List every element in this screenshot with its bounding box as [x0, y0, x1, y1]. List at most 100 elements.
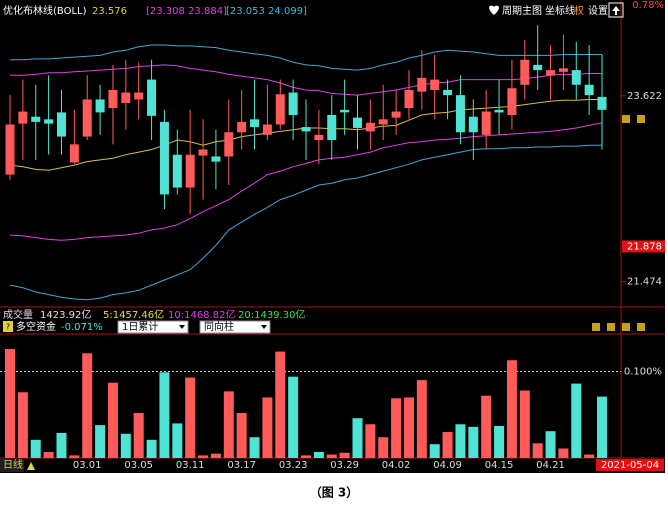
- dropdown[interactable]: [117, 320, 189, 334]
- candle-body: [340, 109, 350, 113]
- candle-body: [584, 84, 594, 96]
- band-line: [9, 144, 602, 301]
- candle-body: [18, 111, 28, 124]
- candle-body: [159, 121, 169, 195]
- candle-body: [314, 134, 324, 141]
- bar: [146, 439, 157, 458]
- candle-body: [404, 89, 414, 109]
- candle-body: [507, 88, 517, 115]
- x-tick-label: 03.29: [330, 460, 359, 471]
- current-value: -0.071%: [61, 322, 103, 333]
- candle-body: [327, 115, 337, 141]
- candle-body: [56, 112, 66, 137]
- bar: [159, 372, 170, 458]
- bar: [403, 397, 414, 458]
- candle-body: [82, 99, 92, 137]
- candle-body: [558, 68, 568, 72]
- candle-body: [468, 116, 478, 133]
- band-line: [10, 64, 602, 96]
- expand-button[interactable]: [608, 2, 624, 18]
- period-label[interactable]: 日线: [3, 458, 23, 471]
- candle-body: [481, 111, 491, 135]
- bar: [69, 455, 80, 458]
- toolbar-item[interactable]: 坐标线: [545, 4, 575, 17]
- readout: 23.576: [92, 6, 127, 17]
- dropdown[interactable]: [199, 320, 271, 334]
- help-icon-text: ?: [6, 323, 10, 332]
- bar: [571, 383, 582, 458]
- x-tick-label: 03.17: [227, 460, 256, 471]
- candle-body: [108, 89, 118, 109]
- x-tick-label: 04.15: [485, 460, 514, 471]
- candle-body: [571, 70, 581, 85]
- bar: [82, 353, 93, 458]
- candle-body: [533, 64, 543, 71]
- candle-body: [185, 154, 195, 188]
- toolbar-item[interactable]: 主图: [522, 5, 542, 17]
- bar: [275, 351, 286, 458]
- bar: [236, 413, 247, 458]
- volume-info: 成交量: [3, 308, 33, 321]
- candle-body: [5, 124, 15, 175]
- candle-body: [443, 89, 453, 96]
- candle-body: [134, 92, 144, 100]
- toolbar-item[interactable]: 周期: [502, 5, 522, 17]
- period-box[interactable]: [0, 459, 24, 472]
- bar: [210, 453, 221, 458]
- candle-body: [494, 109, 504, 113]
- bar: [481, 395, 492, 458]
- bar: [494, 425, 505, 458]
- candle-body: [417, 77, 427, 92]
- x-tick-label: 04.21: [536, 460, 565, 471]
- bar: [172, 423, 183, 458]
- bar: [223, 391, 234, 458]
- band-line: [9, 122, 603, 241]
- chart-title: 优化布林线(BOLL): [3, 4, 87, 17]
- bar: [558, 448, 569, 458]
- bar: [455, 424, 466, 458]
- favorite-icon[interactable]: [489, 5, 499, 15]
- x-tick-label: 03.23: [279, 460, 308, 471]
- candle-body: [44, 119, 54, 124]
- bar: [133, 413, 144, 458]
- candle-body: [224, 132, 234, 157]
- bar: [185, 377, 196, 458]
- caption: （图 3）: [310, 485, 359, 500]
- bar: [352, 418, 363, 458]
- bar: [198, 455, 209, 458]
- volume-info: 1423.92亿: [40, 308, 91, 321]
- bar: [120, 433, 131, 458]
- candle-body: [597, 96, 607, 110]
- bar: [429, 444, 440, 458]
- readout: [23.053 24.099]: [226, 6, 307, 17]
- bar: [416, 380, 427, 458]
- candle-body: [288, 92, 298, 115]
- candle-body: [378, 119, 388, 125]
- bar: [545, 431, 556, 458]
- bar: [30, 439, 41, 458]
- y-tick-label: 21.474: [627, 276, 662, 287]
- bar: [249, 437, 260, 458]
- period-icon: [27, 462, 35, 470]
- candle-body: [31, 116, 41, 122]
- price-marker: [622, 240, 665, 253]
- candle-body: [211, 156, 221, 162]
- dropdown-label[interactable]: 1日累计: [122, 320, 158, 333]
- bar: [313, 451, 324, 458]
- help-icon[interactable]: [3, 321, 13, 332]
- candle-body: [520, 59, 530, 85]
- bar: [584, 454, 595, 458]
- bar: [519, 390, 530, 458]
- volume-info: 10:1468.82亿: [168, 308, 235, 321]
- bar: [442, 432, 453, 458]
- toolbar-item[interactable]: 设置: [588, 5, 608, 17]
- candle-body: [455, 95, 465, 133]
- bar: [301, 455, 312, 458]
- bar: [506, 360, 517, 458]
- x-tick-label: 03.01: [73, 460, 102, 471]
- toolbar-item[interactable]: 权: [574, 4, 584, 17]
- bar: [365, 424, 376, 458]
- x-tick-label: 04.02: [382, 460, 411, 471]
- dropdown-label[interactable]: 同向柱: [204, 320, 234, 333]
- bar: [56, 432, 67, 458]
